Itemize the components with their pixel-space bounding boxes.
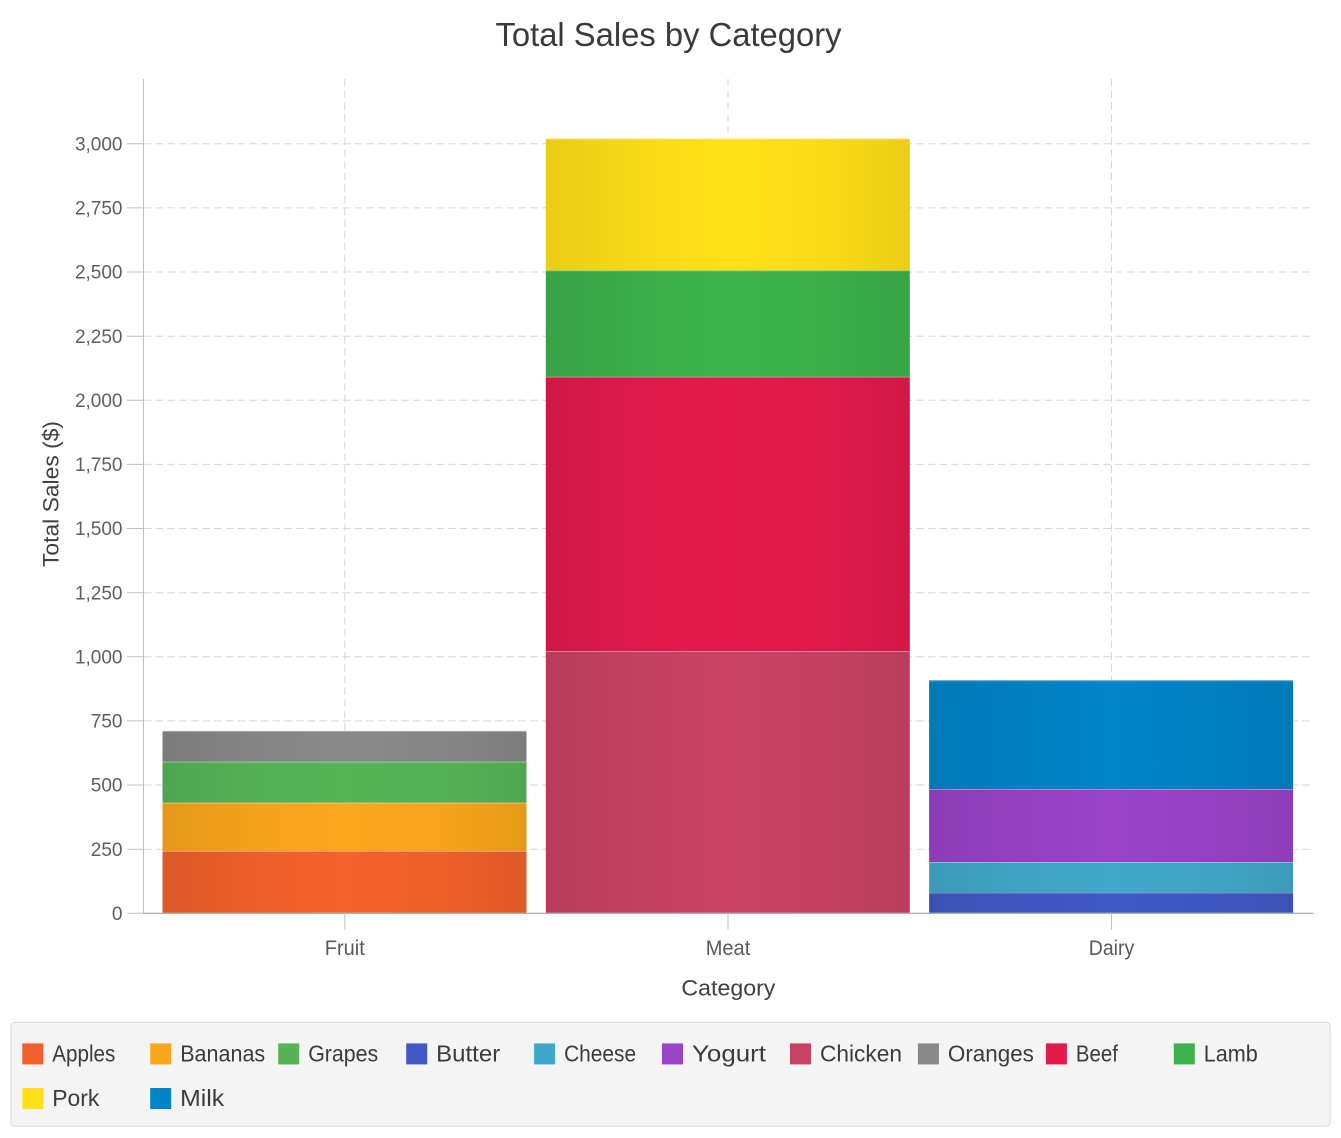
svg-text:1,750: 1,750 [75, 455, 123, 476]
svg-text:Fruit: Fruit [325, 937, 365, 960]
svg-text:250: 250 [91, 840, 123, 861]
svg-text:Bananas: Bananas [180, 1041, 265, 1067]
svg-text:2,750: 2,750 [75, 199, 123, 220]
svg-text:2,500: 2,500 [75, 263, 123, 284]
svg-text:500: 500 [91, 776, 123, 797]
svg-text:3,000: 3,000 [75, 134, 123, 155]
svg-text:Butter: Butter [436, 1041, 500, 1067]
svg-text:750: 750 [91, 712, 123, 733]
svg-text:Meat: Meat [706, 937, 751, 960]
svg-text:Pork: Pork [52, 1085, 99, 1111]
svg-text:2,000: 2,000 [75, 391, 123, 412]
svg-text:Category: Category [681, 976, 776, 1001]
svg-text:Total Sales ($): Total Sales ($) [39, 421, 64, 567]
svg-text:Chicken: Chicken [820, 1041, 902, 1067]
svg-text:Cheese: Cheese [564, 1041, 636, 1067]
svg-text:Grapes: Grapes [308, 1041, 378, 1067]
svg-text:Oranges: Oranges [948, 1041, 1034, 1067]
svg-text:Total Sales by Category: Total Sales by Category [496, 17, 842, 54]
svg-text:2,250: 2,250 [75, 327, 123, 348]
svg-text:0: 0 [112, 904, 123, 925]
svg-text:1,250: 1,250 [75, 583, 123, 604]
svg-text:Milk: Milk [180, 1085, 225, 1111]
svg-text:Lamb: Lamb [1204, 1041, 1258, 1067]
svg-text:Apples: Apples [52, 1041, 115, 1067]
svg-text:Yogurt: Yogurt [692, 1041, 767, 1067]
svg-text:Beef: Beef [1076, 1041, 1119, 1067]
svg-text:Dairy: Dairy [1089, 937, 1135, 960]
svg-text:1,000: 1,000 [75, 647, 123, 668]
svg-text:1,500: 1,500 [75, 519, 123, 540]
